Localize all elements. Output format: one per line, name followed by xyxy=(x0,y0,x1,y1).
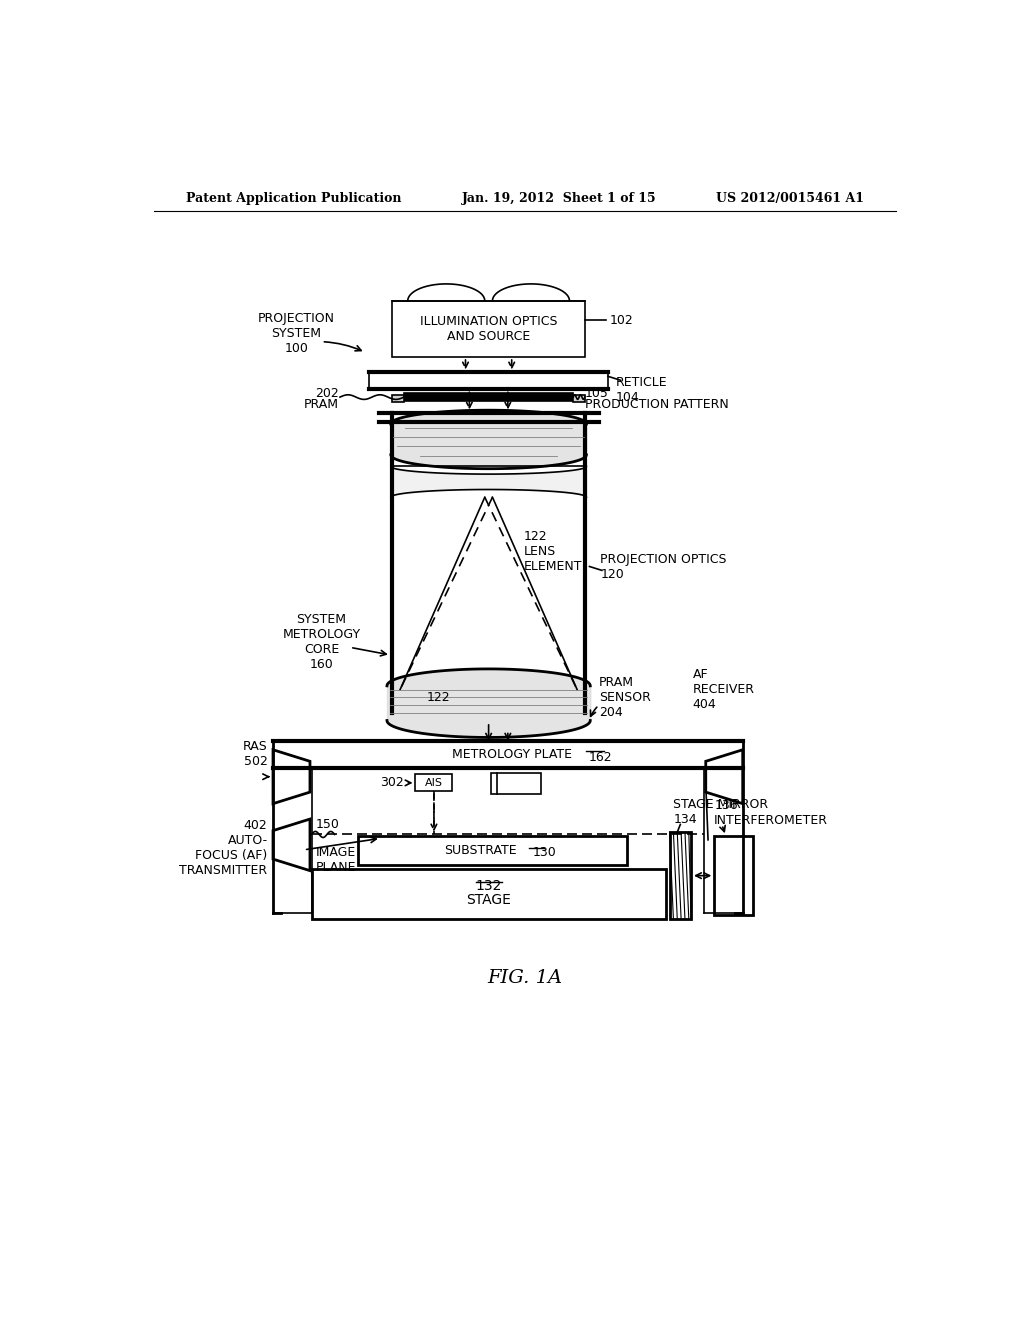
Text: PROJECTION OPTICS
120: PROJECTION OPTICS 120 xyxy=(600,553,727,581)
Bar xyxy=(670,832,691,919)
Text: ILLUMINATION OPTICS
AND SOURCE: ILLUMINATION OPTICS AND SOURCE xyxy=(420,315,557,343)
Bar xyxy=(311,869,666,919)
Text: PROJECTION
SYSTEM
100: PROJECTION SYSTEM 100 xyxy=(258,313,335,355)
Polygon shape xyxy=(273,818,310,871)
Text: Patent Application Publication: Patent Application Publication xyxy=(186,191,401,205)
Bar xyxy=(416,775,453,792)
Text: STAGE MIRROR
134: STAGE MIRROR 134 xyxy=(674,799,769,826)
Text: 132: 132 xyxy=(475,879,502,894)
FancyBboxPatch shape xyxy=(490,774,541,795)
Text: PRODUCTION PATTERN: PRODUCTION PATTERN xyxy=(585,399,729,412)
Text: PRAM
SENSOR
204: PRAM SENSOR 204 xyxy=(599,676,650,719)
Text: 130: 130 xyxy=(532,846,556,859)
Bar xyxy=(370,372,608,389)
Text: AIS: AIS xyxy=(425,777,443,788)
Text: AF
RECEIVER
404: AF RECEIVER 404 xyxy=(692,668,755,711)
Bar xyxy=(311,742,705,767)
Text: STAGE: STAGE xyxy=(466,894,511,907)
Text: IMAGE
PLANE: IMAGE PLANE xyxy=(315,846,356,874)
Text: 136
INTERFEROMETER: 136 INTERFEROMETER xyxy=(714,799,828,826)
Bar xyxy=(392,301,585,358)
Text: 122: 122 xyxy=(427,690,451,704)
Text: FIG. 1A: FIG. 1A xyxy=(487,969,562,987)
Bar xyxy=(573,395,585,403)
Text: RETICLE
104: RETICLE 104 xyxy=(615,376,668,404)
Text: US 2012/0015461 A1: US 2012/0015461 A1 xyxy=(716,191,863,205)
Text: SUBSTRATE: SUBSTRATE xyxy=(444,843,517,857)
Bar xyxy=(392,395,403,403)
Text: 162: 162 xyxy=(589,751,612,764)
Text: 105: 105 xyxy=(585,387,608,400)
Text: 122
LENS
ELEMENT: 122 LENS ELEMENT xyxy=(523,529,582,573)
Text: SYSTEM
METROLOGY
CORE
160: SYSTEM METROLOGY CORE 160 xyxy=(283,612,360,671)
Polygon shape xyxy=(273,750,310,804)
Bar xyxy=(403,393,573,401)
Text: RAS
502: RAS 502 xyxy=(243,739,267,768)
Text: PRAM: PRAM xyxy=(303,399,339,412)
Text: 150: 150 xyxy=(315,817,339,830)
Text: 302: 302 xyxy=(380,776,403,789)
Text: Jan. 19, 2012  Sheet 1 of 15: Jan. 19, 2012 Sheet 1 of 15 xyxy=(462,191,656,205)
Text: METROLOGY PLATE: METROLOGY PLATE xyxy=(452,748,580,760)
Bar xyxy=(357,836,628,866)
Polygon shape xyxy=(706,750,742,804)
Text: 202: 202 xyxy=(314,387,339,400)
Bar xyxy=(714,836,753,915)
Text: 102: 102 xyxy=(609,314,633,326)
Text: 402
AUTO-
FOCUS (AF)
TRANSMITTER: 402 AUTO- FOCUS (AF) TRANSMITTER xyxy=(179,818,267,876)
